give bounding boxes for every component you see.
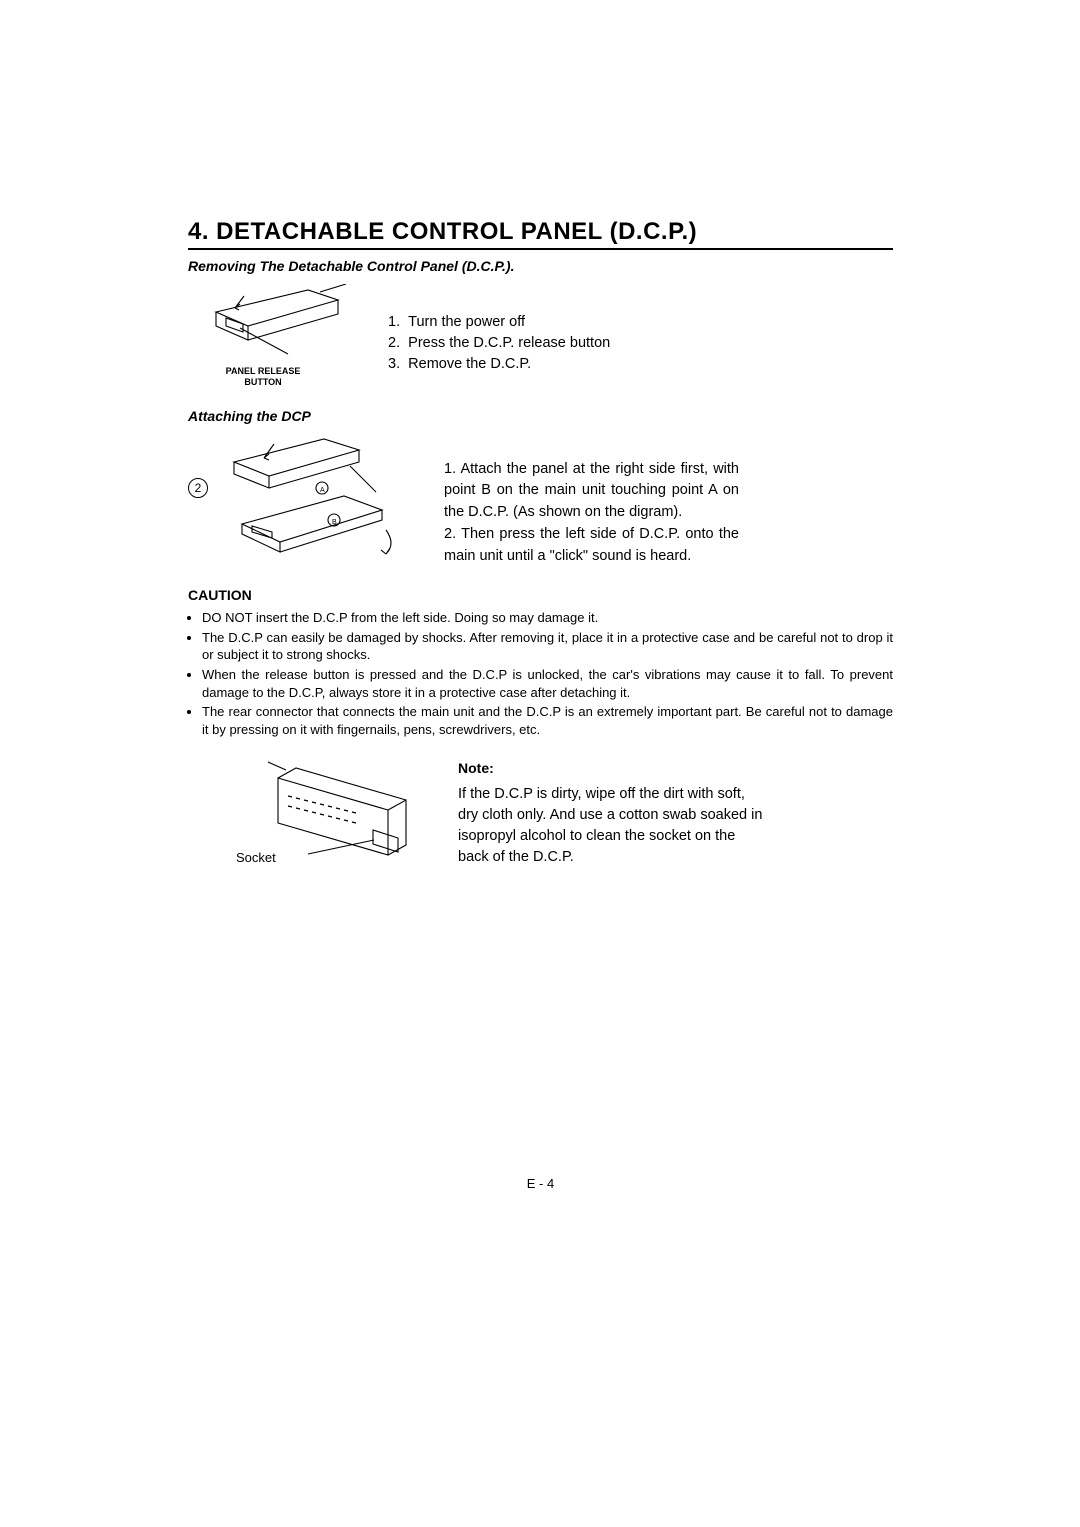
svg-text:A: A (320, 487, 325, 494)
socket-diagram: Socket (188, 760, 418, 885)
removing-row: PANEL RELEASE BUTTON 1. Turn the power o… (188, 284, 893, 388)
removing-diagram: PANEL RELEASE BUTTON (188, 284, 358, 388)
socket-svg (188, 760, 418, 885)
caution-item: DO NOT insert the D.C.P from the left si… (202, 609, 893, 627)
caution-item: When the release button is pressed and t… (202, 666, 893, 701)
attaching-heading: Attaching the DCP (188, 408, 893, 424)
circled-number: 2 (188, 478, 208, 498)
caution-heading: CAUTION (188, 587, 893, 603)
page-number: E - 4 (188, 1176, 893, 1191)
attaching-diagram-wrap: 2 A (188, 434, 414, 559)
attach-text-2: 2. Then press the left side of D.C.P. on… (444, 524, 739, 568)
panel-release-svg (188, 284, 358, 362)
note-row: Socket Note: If the D.C.P is dirty, wipe… (188, 760, 893, 885)
note-text: If the D.C.P is dirty, wipe off the dirt… (458, 784, 768, 868)
caution-item: The D.C.P can easily be damaged by shock… (202, 629, 893, 664)
panel-release-caption: PANEL RELEASE BUTTON (208, 366, 318, 388)
document-page: 4. DETACHABLE CONTROL PANEL (D.C.P.) Rem… (188, 218, 893, 885)
caution-item: The rear connector that connects the mai… (202, 703, 893, 738)
attach-svg: A B (214, 434, 414, 559)
note-heading: Note: (458, 760, 768, 776)
svg-text:B: B (332, 519, 337, 526)
socket-label: Socket (236, 850, 276, 865)
attaching-steps: 1. Attach the panel at the right side fi… (444, 459, 739, 568)
caution-list: DO NOT insert the D.C.P from the left si… (188, 609, 893, 738)
note-block: Note: If the D.C.P is dirty, wipe off th… (458, 760, 768, 885)
attaching-row: 2 A (188, 434, 893, 568)
step-item: 3. Remove the D.C.P. (388, 354, 610, 375)
removing-heading: Removing The Detachable Control Panel (D… (188, 258, 893, 274)
step-item: 2. Press the D.C.P. release button (388, 333, 610, 354)
section-title: 4. DETACHABLE CONTROL PANEL (D.C.P.) (188, 218, 893, 250)
attaching-diagram: A B (214, 434, 414, 559)
attach-text-1: 1. Attach the panel at the right side fi… (444, 459, 739, 524)
step-item: 1. Turn the power off (388, 312, 610, 333)
removing-steps: 1. Turn the power off 2. Press the D.C.P… (388, 312, 610, 375)
